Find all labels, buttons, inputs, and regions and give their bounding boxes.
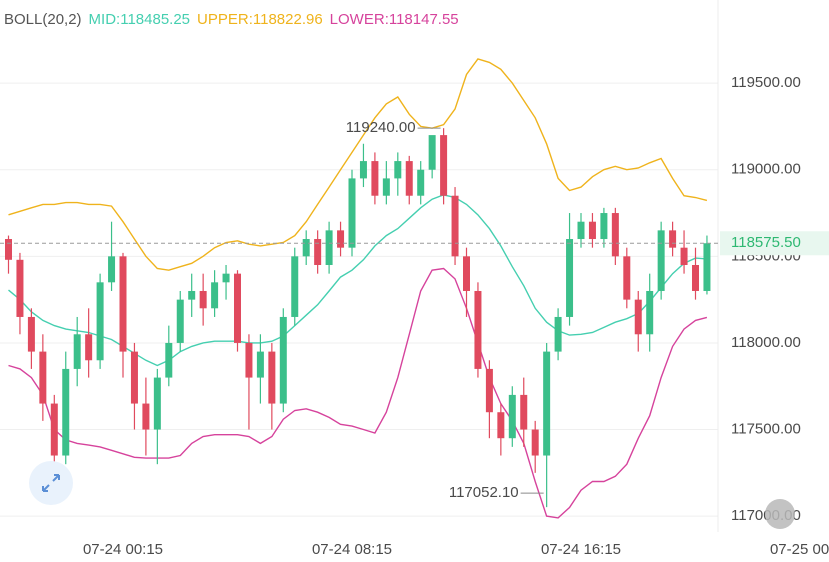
candle-body — [554, 316, 562, 352]
candle-body — [588, 221, 596, 240]
candle-body — [348, 178, 356, 248]
band-name: LOWER — [330, 11, 385, 28]
candle-body — [692, 265, 699, 291]
separator: : — [249, 11, 253, 28]
candle-body — [39, 351, 47, 404]
candle-body — [337, 230, 345, 248]
y-tick-label: 118000.00 — [731, 334, 801, 351]
candle-body — [680, 247, 688, 265]
candle-body — [577, 221, 585, 240]
candle-body — [27, 316, 35, 352]
candle-body — [130, 351, 138, 404]
candle-body — [199, 290, 207, 309]
band-name: MID — [89, 11, 117, 28]
band-last-value: 118822.96 — [253, 11, 323, 28]
candle-body — [623, 256, 631, 300]
band-line — [8, 267, 708, 519]
candle-body — [302, 239, 310, 257]
candle-body — [85, 334, 93, 361]
candle-body — [405, 161, 413, 196]
candle-body — [451, 195, 459, 257]
separator: : — [116, 11, 120, 28]
candle-body — [508, 394, 516, 439]
last-price-label: 118575.50 — [731, 234, 801, 251]
candle-body — [291, 256, 299, 317]
candle-body — [474, 290, 482, 369]
candle-body — [440, 135, 448, 196]
expand-button[interactable] — [29, 461, 73, 505]
scroll-button[interactable] — [765, 499, 795, 529]
candle-body — [485, 368, 493, 413]
candle-body — [314, 239, 322, 265]
candle-body — [108, 256, 116, 283]
candle-body — [16, 259, 24, 317]
candle-body — [73, 334, 81, 369]
candle-body — [566, 239, 574, 317]
expand-icon — [42, 474, 60, 492]
candle-body — [394, 161, 402, 179]
candle-body — [245, 342, 253, 378]
x-tick-label: 07-24 08:15 — [312, 541, 392, 558]
candle-body — [62, 368, 70, 456]
candle-body — [703, 243, 711, 291]
separator: : — [385, 11, 389, 28]
candle-body — [119, 256, 127, 352]
candle-body — [600, 213, 608, 240]
candle-body — [611, 213, 619, 257]
candle-body — [268, 351, 276, 404]
annotation-label: 117052.10 — [449, 484, 519, 501]
band-line — [8, 58, 708, 271]
candle-body — [142, 403, 150, 430]
x-tick-label: 07-24 00:15 — [83, 541, 163, 558]
band-name: UPPER — [197, 11, 249, 28]
candle-body — [234, 273, 241, 343]
last-price-box — [720, 231, 829, 256]
y-tick-label: 119000.00 — [731, 161, 801, 178]
candle-body — [188, 290, 196, 300]
candle-body — [222, 273, 230, 283]
candle-body — [497, 412, 505, 439]
annotation-label: 119240.00 — [346, 119, 416, 136]
candle-body — [543, 351, 551, 456]
candle-body — [520, 394, 528, 430]
indicator-header: BOLL(20,2) MID:118485.25 UPPER:118822.96 LO… — [4, 11, 459, 28]
candle-body — [211, 282, 219, 309]
candle-body — [463, 256, 470, 291]
candle-body — [50, 403, 58, 456]
candle-body — [279, 316, 287, 404]
candle-body — [371, 161, 379, 196]
band-last-value: 118485.25 — [120, 11, 190, 28]
candle-body — [417, 169, 425, 196]
candle-body — [176, 299, 184, 343]
candle-body — [634, 299, 642, 335]
candle-body — [657, 230, 665, 291]
band-last-value: 118147.55 — [389, 11, 459, 28]
y-tick-label: 117500.00 — [731, 421, 801, 438]
x-tick-label: 07-24 16:15 — [541, 541, 621, 558]
x-tick-label: 07-25 00:15 — [770, 541, 829, 558]
candle-body — [382, 178, 390, 196]
candle-body — [325, 230, 333, 265]
candle-body — [96, 282, 104, 361]
candle-body — [165, 342, 173, 378]
overlay: 117000.00117500.00118000.00118500.001190… — [0, 74, 829, 558]
candle-body — [531, 429, 539, 456]
candle-body — [256, 351, 264, 378]
y-tick-label: 119500.00 — [731, 74, 801, 91]
candle-body — [428, 135, 436, 170]
candle-body — [646, 290, 654, 335]
candle-body — [5, 239, 12, 260]
candle-body — [359, 161, 367, 179]
plot — [5, 58, 711, 519]
candle-body — [669, 230, 677, 248]
candle-body — [153, 377, 161, 430]
indicator-name: BOLL(20,2) — [4, 11, 82, 28]
